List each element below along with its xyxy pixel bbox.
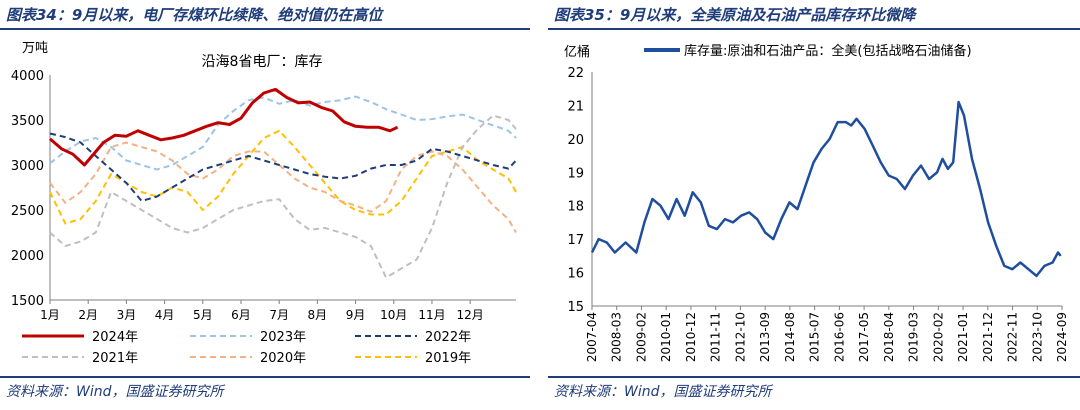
y-axis-unit: 亿桶: [564, 45, 590, 60]
y-tick-label: 22: [567, 66, 584, 81]
x-tick-label: 2014-08: [783, 312, 797, 362]
x-tick-label: 2016-06: [832, 312, 846, 362]
x-tick-label: 2020-02: [931, 312, 945, 362]
title-rule: [0, 28, 530, 30]
series-line-2023年: [49, 95, 517, 171]
y-tick-label: 19: [567, 166, 584, 181]
x-tick-label: 2019-03: [907, 312, 921, 362]
chart-title: 沿海8省电厂：库存: [202, 54, 323, 70]
x-tick-label: 2007-04: [585, 312, 599, 362]
x-tick-label: 2024-09: [1055, 312, 1069, 362]
x-tick-label: 2011-11: [709, 312, 723, 362]
us-oil-inventory-chart: 亿桶 15 16 17 18 19 20 21 22 2007-04 2008-03 2009-02 2…: [564, 43, 1069, 362]
x-tick-label: 12月: [457, 308, 484, 322]
right-figure-panel: 图表35：9月以来，全美原油及石油产品库存环比微降 亿桶 15 16 17 18 19 20…: [548, 0, 1080, 410]
x-tick-label: 2017-05: [857, 312, 871, 362]
y-tick-label: 2000: [11, 249, 44, 264]
x-tick-label: 6月: [231, 308, 251, 322]
series-line-2024年: [49, 87, 399, 167]
figure-title: 图表35：9月以来，全美原油及石油产品库存环比微降: [554, 6, 916, 24]
x-tick-label: 4月: [155, 308, 175, 322]
series-line-2022年: [49, 132, 517, 202]
source-note: 资料来源：Wind，国盛证券研究所: [6, 384, 224, 400]
x-tick-label: 2022-11: [1006, 312, 1020, 362]
y-tick-label: 20: [567, 133, 584, 148]
legend-label: 2022年: [425, 330, 471, 345]
x-tick-label: 2018-04: [882, 312, 896, 362]
x-tick-label: 2010-12: [684, 312, 698, 362]
x-tick-label: 2012-10: [733, 312, 747, 362]
figure-title: 图表34：9月以来，电厂存煤环比续降、绝对值仍在高位: [6, 6, 383, 24]
x-tick-label: 3月: [117, 308, 137, 322]
x-tick-label: 2008-03: [610, 312, 624, 362]
x-tick-label: 2013-09: [758, 312, 772, 362]
x-tick-label: 8月: [308, 308, 328, 322]
legend-label: 2024年: [92, 330, 138, 345]
series-line-inventory: [590, 100, 1062, 278]
x-tick-label: 2015-07: [808, 312, 822, 362]
x-tick-label: 2021-01: [956, 312, 970, 362]
left-figure-panel: 图表34：9月以来，电厂存煤环比续降、绝对值仍在高位 万吨沿海8省电厂：库存 15…: [0, 0, 530, 410]
x-tick-label: 9月: [346, 308, 366, 322]
x-tick-label: 1月: [40, 308, 60, 322]
y-tick-label: 3000: [11, 159, 44, 174]
legend-label: 2021年: [92, 351, 138, 366]
x-tick-label: 2009-02: [634, 312, 648, 362]
y-tick-label: 16: [567, 267, 584, 282]
series-line-2021年: [49, 114, 517, 279]
y-tick-label: 18: [567, 200, 584, 215]
legend-label: 库存量:原油和石油产品：全美(包括战略石油储备): [684, 43, 972, 59]
x-tick-label: 10月: [380, 308, 407, 322]
y-tick-label: 4000: [11, 69, 44, 84]
x-tick-label: 7月: [269, 308, 289, 322]
x-tick-label: 2010-01: [659, 312, 673, 362]
x-tick-label: 2021-12: [981, 312, 995, 362]
y-tick-label: 2500: [11, 204, 44, 219]
source-note: 资料来源：Wind，国盛证券研究所: [554, 384, 772, 400]
series-line-2019年: [49, 129, 517, 225]
legend-label: 2023年: [260, 330, 306, 345]
y-axis-unit: 万吨: [22, 41, 48, 56]
legend-label: 2019年: [425, 351, 471, 366]
x-tick-label: 2023-10: [1030, 312, 1044, 362]
title-rule: [548, 28, 1080, 30]
y-tick-label: 1500: [11, 294, 44, 309]
source-rule: [0, 376, 530, 378]
y-tick-label: 15: [567, 300, 584, 315]
y-tick-label: 17: [567, 233, 584, 248]
y-tick-label: 21: [567, 99, 584, 114]
y-tick-label: 3500: [11, 114, 44, 129]
x-tick-label: 5月: [193, 308, 213, 322]
series-line-2020年: [49, 141, 517, 233]
legend-label: 2020年: [260, 351, 306, 366]
x-tick-label: 2月: [78, 308, 98, 322]
source-rule: [548, 376, 1080, 378]
x-tick-label: 11月: [418, 308, 445, 322]
